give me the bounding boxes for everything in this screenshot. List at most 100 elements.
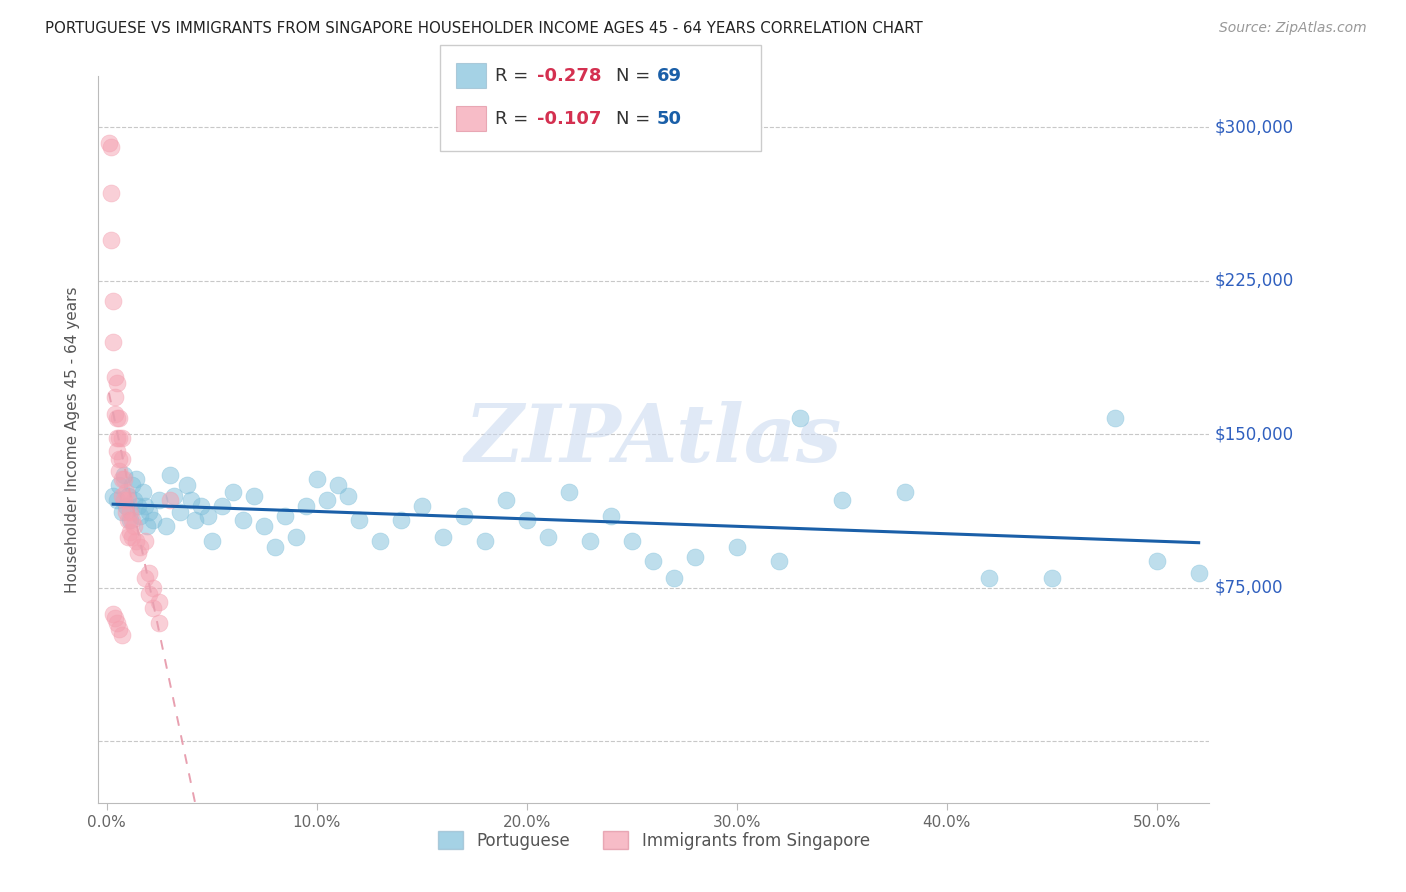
- Point: [101, 607, 124, 622]
- Point: [110, 451, 132, 466]
- Point: [169, 505, 191, 519]
- Point: [1104, 410, 1126, 425]
- Point: [105, 492, 128, 507]
- Point: [620, 533, 643, 548]
- Point: [347, 513, 370, 527]
- Point: [114, 505, 136, 519]
- Point: [831, 492, 853, 507]
- Point: [474, 533, 496, 548]
- Point: [197, 509, 219, 524]
- Point: [263, 540, 285, 554]
- Text: PORTUGUESE VS IMMIGRANTS FROM SINGAPORE HOUSEHOLDER INCOME AGES 45 - 64 YEARS CO: PORTUGUESE VS IMMIGRANTS FROM SINGAPORE …: [45, 21, 922, 37]
- Point: [100, 186, 122, 200]
- Point: [159, 468, 181, 483]
- Point: [148, 615, 170, 630]
- Point: [578, 533, 600, 548]
- Point: [118, 505, 141, 519]
- Point: [108, 478, 131, 492]
- Point: [138, 587, 160, 601]
- Point: [131, 484, 153, 499]
- Point: [411, 499, 433, 513]
- Y-axis label: Householder Income Ages 45 - 64 years: Householder Income Ages 45 - 64 years: [65, 286, 80, 592]
- Point: [104, 390, 127, 404]
- Point: [138, 566, 160, 581]
- Point: [135, 519, 157, 533]
- Point: [155, 519, 177, 533]
- Point: [326, 478, 349, 492]
- Point: [105, 410, 128, 425]
- Text: -0.107: -0.107: [537, 110, 602, 128]
- Point: [129, 540, 152, 554]
- Point: [104, 407, 127, 421]
- Point: [121, 530, 143, 544]
- Point: [232, 513, 254, 527]
- Point: [190, 499, 212, 513]
- Point: [1188, 566, 1211, 581]
- Point: [253, 519, 276, 533]
- Point: [117, 513, 139, 527]
- Point: [110, 505, 132, 519]
- Text: ZIPAtlas: ZIPAtlas: [465, 401, 842, 478]
- Text: $150,000: $150,000: [1215, 425, 1294, 443]
- Point: [114, 484, 136, 499]
- Point: [368, 533, 391, 548]
- Point: [118, 525, 141, 540]
- Point: [134, 570, 156, 584]
- Text: R =: R =: [495, 110, 534, 128]
- Point: [114, 499, 136, 513]
- Text: 69: 69: [657, 67, 682, 85]
- Point: [893, 484, 915, 499]
- Point: [495, 492, 517, 507]
- Point: [101, 489, 124, 503]
- Point: [432, 530, 454, 544]
- Point: [768, 554, 790, 568]
- Point: [211, 499, 233, 513]
- Point: [118, 513, 141, 527]
- Point: [100, 233, 122, 247]
- Point: [142, 601, 165, 615]
- Point: [537, 530, 560, 544]
- Point: [599, 509, 621, 524]
- Point: [105, 376, 128, 390]
- Point: [125, 472, 148, 486]
- Point: [138, 505, 160, 519]
- Point: [125, 533, 148, 548]
- Point: [108, 431, 131, 445]
- Point: [110, 431, 132, 445]
- Point: [337, 489, 360, 503]
- Point: [163, 489, 186, 503]
- Point: [977, 570, 1000, 584]
- Text: N =: N =: [616, 67, 655, 85]
- Point: [101, 334, 124, 349]
- Point: [142, 513, 165, 527]
- Text: N =: N =: [616, 110, 655, 128]
- Point: [108, 451, 131, 466]
- Point: [148, 492, 170, 507]
- Point: [117, 530, 139, 544]
- Point: [516, 513, 538, 527]
- Point: [159, 492, 181, 507]
- Point: [117, 489, 139, 503]
- Point: [558, 484, 581, 499]
- Point: [105, 443, 128, 458]
- Point: [112, 492, 135, 507]
- Point: [121, 478, 143, 492]
- Point: [789, 410, 811, 425]
- Text: $75,000: $75,000: [1215, 579, 1284, 597]
- Point: [641, 554, 664, 568]
- Point: [683, 550, 706, 565]
- Point: [148, 595, 170, 609]
- Point: [108, 464, 131, 478]
- Point: [176, 478, 198, 492]
- Text: Source: ZipAtlas.com: Source: ZipAtlas.com: [1219, 21, 1367, 36]
- Point: [180, 492, 202, 507]
- Text: R =: R =: [495, 67, 534, 85]
- Point: [101, 294, 124, 309]
- Point: [104, 369, 127, 384]
- Text: -0.278: -0.278: [537, 67, 602, 85]
- Point: [121, 513, 143, 527]
- Point: [201, 533, 224, 548]
- Text: 50: 50: [657, 110, 682, 128]
- Point: [1040, 570, 1063, 584]
- Point: [104, 611, 127, 625]
